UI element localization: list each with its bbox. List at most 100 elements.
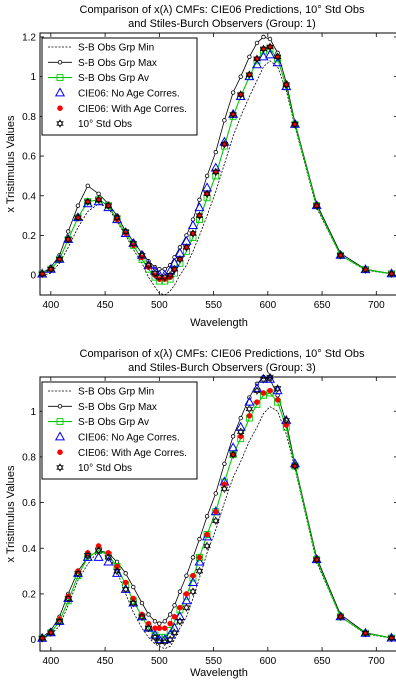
chart-2-series-6-point-a [64,594,72,601]
chart-2-series-6-point-b [273,386,282,393]
chart-1-series-6-point-a [129,239,138,246]
chart-2-series-4-point [159,634,170,644]
chart-2-series-6-point-a [212,516,220,524]
chart-2-series-5-point [283,422,290,428]
chart-1-series-6-point [144,260,153,270]
chart-1-series-6-point-b [84,199,92,207]
chart-2-ytick-label: 0.2 [22,589,36,600]
chart-1-legend-label-4: CIE06: No Age Corres. [78,89,180,100]
chart-2-legend-marker-2 [57,404,63,409]
chart-1-series-4-point [264,49,276,59]
chart-1-series-6-point-b [195,213,204,220]
chart-2-series-6-point [74,569,82,578]
chart-1: Comparison of x(λ) CMFs: CIE06 Predictio… [5,4,396,329]
chart-2-series-6-point-b [291,463,299,471]
chart-1-series-6-point [138,251,146,260]
chart-2-legend-label-5: CIE06: With Age Corres. [78,448,187,459]
chart-1-series-6-point-b [176,257,184,264]
chart-1-series-6-point-b [273,54,282,62]
chart-1-series-6-point [176,254,184,264]
chart-1-series-6-point-b [203,191,211,199]
chart-1-series-6-point-a [47,264,55,272]
chart-1-series-6-point-a [38,269,46,277]
chart-2-series-2-point [238,415,243,421]
chart-2-ytick-label: 0.6 [22,498,36,509]
chart-2-series-2-point [172,603,177,608]
chart-2-series-6-point [229,450,237,459]
chart-1-series-6-point [129,239,138,248]
chart-1-legend-label-6: 10° Std Obs [78,119,132,130]
chart-1-series-6-point-a [253,54,261,61]
chart-2-series-6-point-a [203,541,211,549]
chart-2-legend-marker-6-a [56,463,64,470]
chart-1-series-6 [38,42,396,282]
chart-1-series-6-point-a [273,52,282,59]
chart-1-ytick-label: 0.6 [22,152,36,163]
chart-2-series-5-point [221,481,228,488]
chart-1-series-6-point [203,189,211,199]
chart-2-series-6-point-b [121,587,130,594]
chart-1-series-6-point [166,270,174,280]
chart-1-series-2-point [254,40,260,46]
chart-1-legend-label-5: CIE06: With Age Corres. [78,104,187,115]
chart-2-series-6-point-a [266,372,274,380]
chart-2-series-6-point-a [220,484,229,492]
chart-2-series-6-point-a [170,628,179,635]
chart-1-series-6-point [64,235,72,244]
chart-2-series-6-point-b [144,626,153,633]
chart-1-series-2-point [213,149,218,155]
chart-1-ytick-label: 0.2 [22,231,36,242]
chart-1-series-6-point [38,269,46,279]
chart-1-series-6-point-a [220,139,229,147]
chart-2-series-2-point [146,612,151,617]
chart-1-series-4-point [258,51,269,61]
chart-1-series-4-point [251,59,263,69]
chart-1-series-6-point [212,167,220,177]
chart-2-series-6-point [47,628,55,638]
chart-2-series-2-point [162,619,167,624]
chart-1-series-6-point-a [166,270,174,278]
chart-1-series-6-point-b [113,215,121,222]
chart-1-series-6-point [94,195,103,205]
chart-1-ylabel: x Tristimulus Values [5,115,17,212]
chart-1-series-6-point-b [166,273,174,280]
chart-1-series-6-point-a [229,110,237,117]
chart-1-series-6-point [336,251,345,260]
chart-1-series-6-point-a [64,235,72,242]
chart-1-series-2-point [230,90,236,95]
chart-1-series-4-point [187,220,199,230]
chart-2-series-6-point-a [259,374,268,382]
chart-1-ytick-label: 1.2 [22,32,36,43]
chart-1-series-2-point [204,173,210,179]
chart-2-legend-entry-3: S-B Obs Grp Av [48,417,149,428]
chart-2-series-6-point-a [166,635,174,642]
chart-2-series-6-point [203,541,211,551]
chart-1-series-6-point [282,80,290,89]
chart-2-series-5-point [130,595,137,602]
chart-1-series-2-point [261,34,266,40]
chart-1-series-6-point [104,201,113,210]
chart-2-series-6-point [138,612,146,622]
chart-2-series-6-point-a [182,603,191,610]
chart-2-series-6-point-b [64,596,72,603]
chart-2-series-2-point [222,461,227,466]
chart-1-legend-marker-3 [56,74,64,82]
chart-1-legend-box [41,37,198,136]
chart-1-series-6-point [195,211,204,220]
chart-1-series-6-point [47,264,55,274]
chart-1-series-6-point-b [189,231,197,238]
chart-1-series-6-point-b [387,271,396,279]
chart-1-series-2-point [96,191,101,196]
chart-2-series-6-point [151,633,159,642]
chart-2-series-6-point [259,374,268,384]
chart-2-series-6-point [38,633,46,643]
chart-2-series-6-point [170,628,179,638]
chart-2-series-4-point [93,551,104,561]
chart-2-ytick-label: 0 [30,635,36,646]
chart-1-series-6-point-b [94,197,103,205]
chart-1-legend-label-2: S-B Obs Grp Max [78,58,157,69]
chart-2-series-6-point-a [38,633,46,641]
chart-2-series-6-point-a [151,633,159,640]
chart-2-series-6-point [387,633,396,643]
chart-2-ytick-label: 0.4 [22,544,36,555]
